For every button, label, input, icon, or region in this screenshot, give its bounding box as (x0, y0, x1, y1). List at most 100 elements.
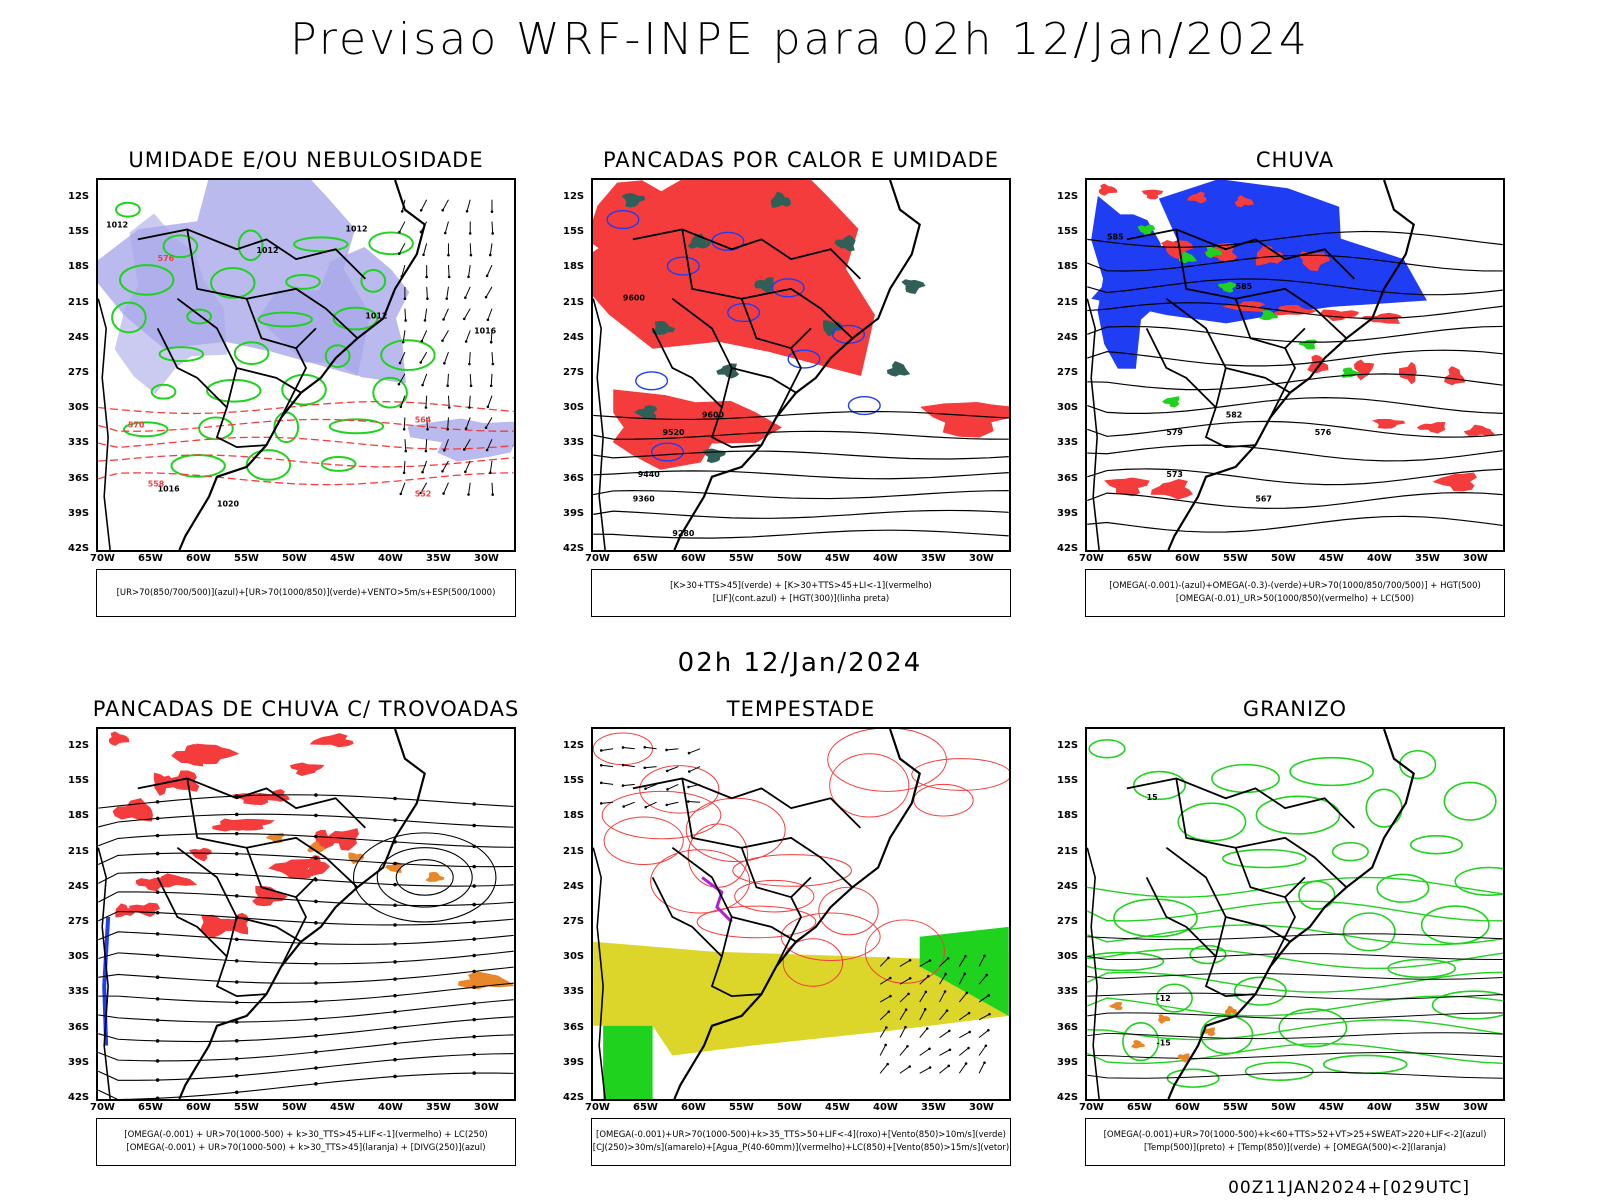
lat-tick-label: 33S (563, 986, 585, 998)
lon-tick-label: 60W (681, 1102, 706, 1113)
lon-tick-label: 55W (234, 1102, 259, 1113)
lat-tick-label: 12S (563, 740, 585, 751)
lat-tick-label: 42S (68, 543, 90, 554)
lat-tick-label: 30S (563, 402, 585, 414)
lon-tick-label: 70W (90, 553, 115, 564)
lon-tick-label: 30W (969, 553, 994, 564)
legend-line: [CJ(250)>30m/s](amarelo)+[Agua_P(40-60mm… (592, 1143, 1010, 1153)
lat-tick-label: 36S (68, 1021, 90, 1033)
lon-tick-label: 55W (1223, 553, 1248, 564)
lat-tick-label: 36S (1057, 1021, 1079, 1033)
legend-line: [OMEGA(-0.001)+UR>70(1000-500)+k>35_TTS>… (596, 1130, 1006, 1140)
lat-tick-label: 21S (563, 296, 585, 308)
lon-tick-label: 60W (1175, 1102, 1200, 1113)
lat-tick-label: 15S (563, 226, 585, 238)
lat-tick-label: 21S (1057, 296, 1079, 308)
legend-line: [LIF](cont.azul) + [HGT(300)](linha pret… (712, 594, 890, 604)
map-graphic: 9600 9600 9520 9440 9360 9280 (593, 180, 1009, 550)
contour-label: 576 (1315, 428, 1332, 437)
map-panel: -12 -15 15 (1085, 727, 1505, 1101)
lat-tick-label: 42S (1057, 1092, 1079, 1103)
lon-tick-label: 70W (585, 1102, 610, 1113)
lon-tick-label: 55W (1223, 1102, 1248, 1113)
lat-tick-label: 18S (563, 810, 585, 822)
lat-tick-label: 33S (68, 986, 90, 998)
lat-tick-label: 39S (1057, 1056, 1079, 1068)
lat-tick-label: 42S (563, 1092, 585, 1103)
contour-label: 1012 (346, 224, 368, 233)
lat-tick-label: 15S (1057, 226, 1079, 238)
map-graphic (98, 729, 514, 1099)
panel-title: PANCADAS POR CALOR E UMIDADE (602, 148, 1000, 172)
lon-tick-label: 35W (426, 553, 451, 564)
contour-label: 579 (1166, 428, 1183, 437)
lat-tick-label: 27S (68, 916, 90, 927)
lat-tick-label: 21S (68, 296, 90, 308)
lat-tick-label: 15S (563, 775, 585, 787)
lon-tick-label: 65W (633, 1102, 658, 1113)
lat-tick-label: 27S (563, 367, 585, 378)
lat-tick-label: 18S (68, 261, 90, 273)
mid-date: 02h 12/Jan/2024 (677, 648, 923, 678)
lon-tick-label: 65W (1127, 1102, 1152, 1113)
lat-tick-label: 30S (1057, 951, 1079, 963)
lat-tick-label: 42S (1057, 543, 1079, 554)
lon-tick-label: 60W (186, 553, 211, 564)
contour-label: 567 (1255, 495, 1272, 504)
legend-line: [OMEGA(-0.001) + UR>70(1000-500) + k>30_… (126, 1143, 486, 1153)
map-panel: 9600 9600 9520 9440 9360 9280 (591, 178, 1011, 552)
contour-label: 9360 (633, 495, 656, 504)
lat-tick-label: 15S (68, 226, 90, 238)
lat-tick-label: 24S (1057, 880, 1079, 892)
lat-tick-label: 18S (563, 261, 585, 273)
lat-tick-label: 33S (68, 437, 90, 449)
lon-tick-label: 35W (921, 1102, 946, 1113)
lat-tick-label: 39S (563, 1056, 585, 1068)
legend-line: [OMEGA(-0.001)+UR>70(1000-500)+k<60+TTS>… (1103, 1130, 1487, 1140)
lat-tick-label: 30S (68, 402, 90, 414)
lon-tick-label: 35W (921, 553, 946, 564)
lon-tick-label: 50W (777, 1102, 802, 1113)
lat-tick-label: 27S (563, 916, 585, 927)
lat-tick-label: 36S (563, 472, 585, 484)
contour-label: 558 (148, 480, 165, 489)
lat-tick-label: 21S (68, 845, 90, 857)
lat-tick-label: 36S (68, 472, 90, 484)
lon-tick-label: 45W (825, 553, 850, 564)
contour-label: -12 (1156, 994, 1170, 1003)
lat-tick-label: 27S (1057, 367, 1079, 378)
lat-tick-label: 21S (563, 845, 585, 857)
lat-tick-label: 18S (68, 810, 90, 822)
lon-tick-label: 35W (1415, 1102, 1440, 1113)
lat-tick-label: 12S (68, 740, 90, 751)
legend-line: [K>30+TTS>45](verde) + [K>30+TTS>45+LI<-… (670, 581, 932, 591)
legend-line: [OMEGA(-0.001) + UR>70(1000-500) + k>30_… (124, 1130, 488, 1140)
contour-label: 585 (1236, 282, 1253, 291)
lon-tick-label: 45W (330, 553, 355, 564)
legend-line: [UR>70(850/700/500)](azul)+[UR>70(1000/8… (116, 587, 496, 598)
panel-legend: [OMEGA(-0.001)+UR>70(1000-500)+k>35_TTS>… (591, 1118, 1011, 1166)
contour-label: 1020 (217, 499, 240, 508)
lon-tick-label: 70W (1079, 553, 1104, 564)
contour-label: 1016 (158, 485, 181, 494)
lat-tick-label: 24S (563, 331, 585, 343)
contour-label: 552 (415, 490, 432, 499)
lon-tick-label: 55W (729, 1102, 754, 1113)
lon-tick-label: 50W (282, 1102, 307, 1113)
lat-tick-label: 39S (68, 507, 90, 519)
lon-tick-label: 70W (1079, 1102, 1104, 1113)
map-panel: 1012 1012 1012 1012 1016 1016 1020 576 570 564 558… (96, 178, 516, 552)
panel-legend: [OMEGA(-0.001)+UR>70(1000-500)+k<60+TTS>… (1085, 1118, 1505, 1166)
lon-tick-label: 60W (186, 1102, 211, 1113)
lat-tick-label: 30S (68, 951, 90, 963)
panel-title: PANCADAS DE CHUVA C/ TROVOADAS (92, 697, 520, 721)
lat-tick-label: 42S (68, 1092, 90, 1103)
lat-tick-label: 42S (563, 543, 585, 554)
lon-tick-label: 30W (969, 1102, 994, 1113)
contour-label: 1016 (474, 326, 497, 335)
contour-label: 1012 (106, 220, 128, 229)
lon-tick-label: 40W (1367, 1102, 1392, 1113)
contour-label: 15 (1147, 793, 1158, 802)
lon-tick-label: 30W (474, 1102, 499, 1113)
contour-label: 9280 (672, 529, 695, 538)
